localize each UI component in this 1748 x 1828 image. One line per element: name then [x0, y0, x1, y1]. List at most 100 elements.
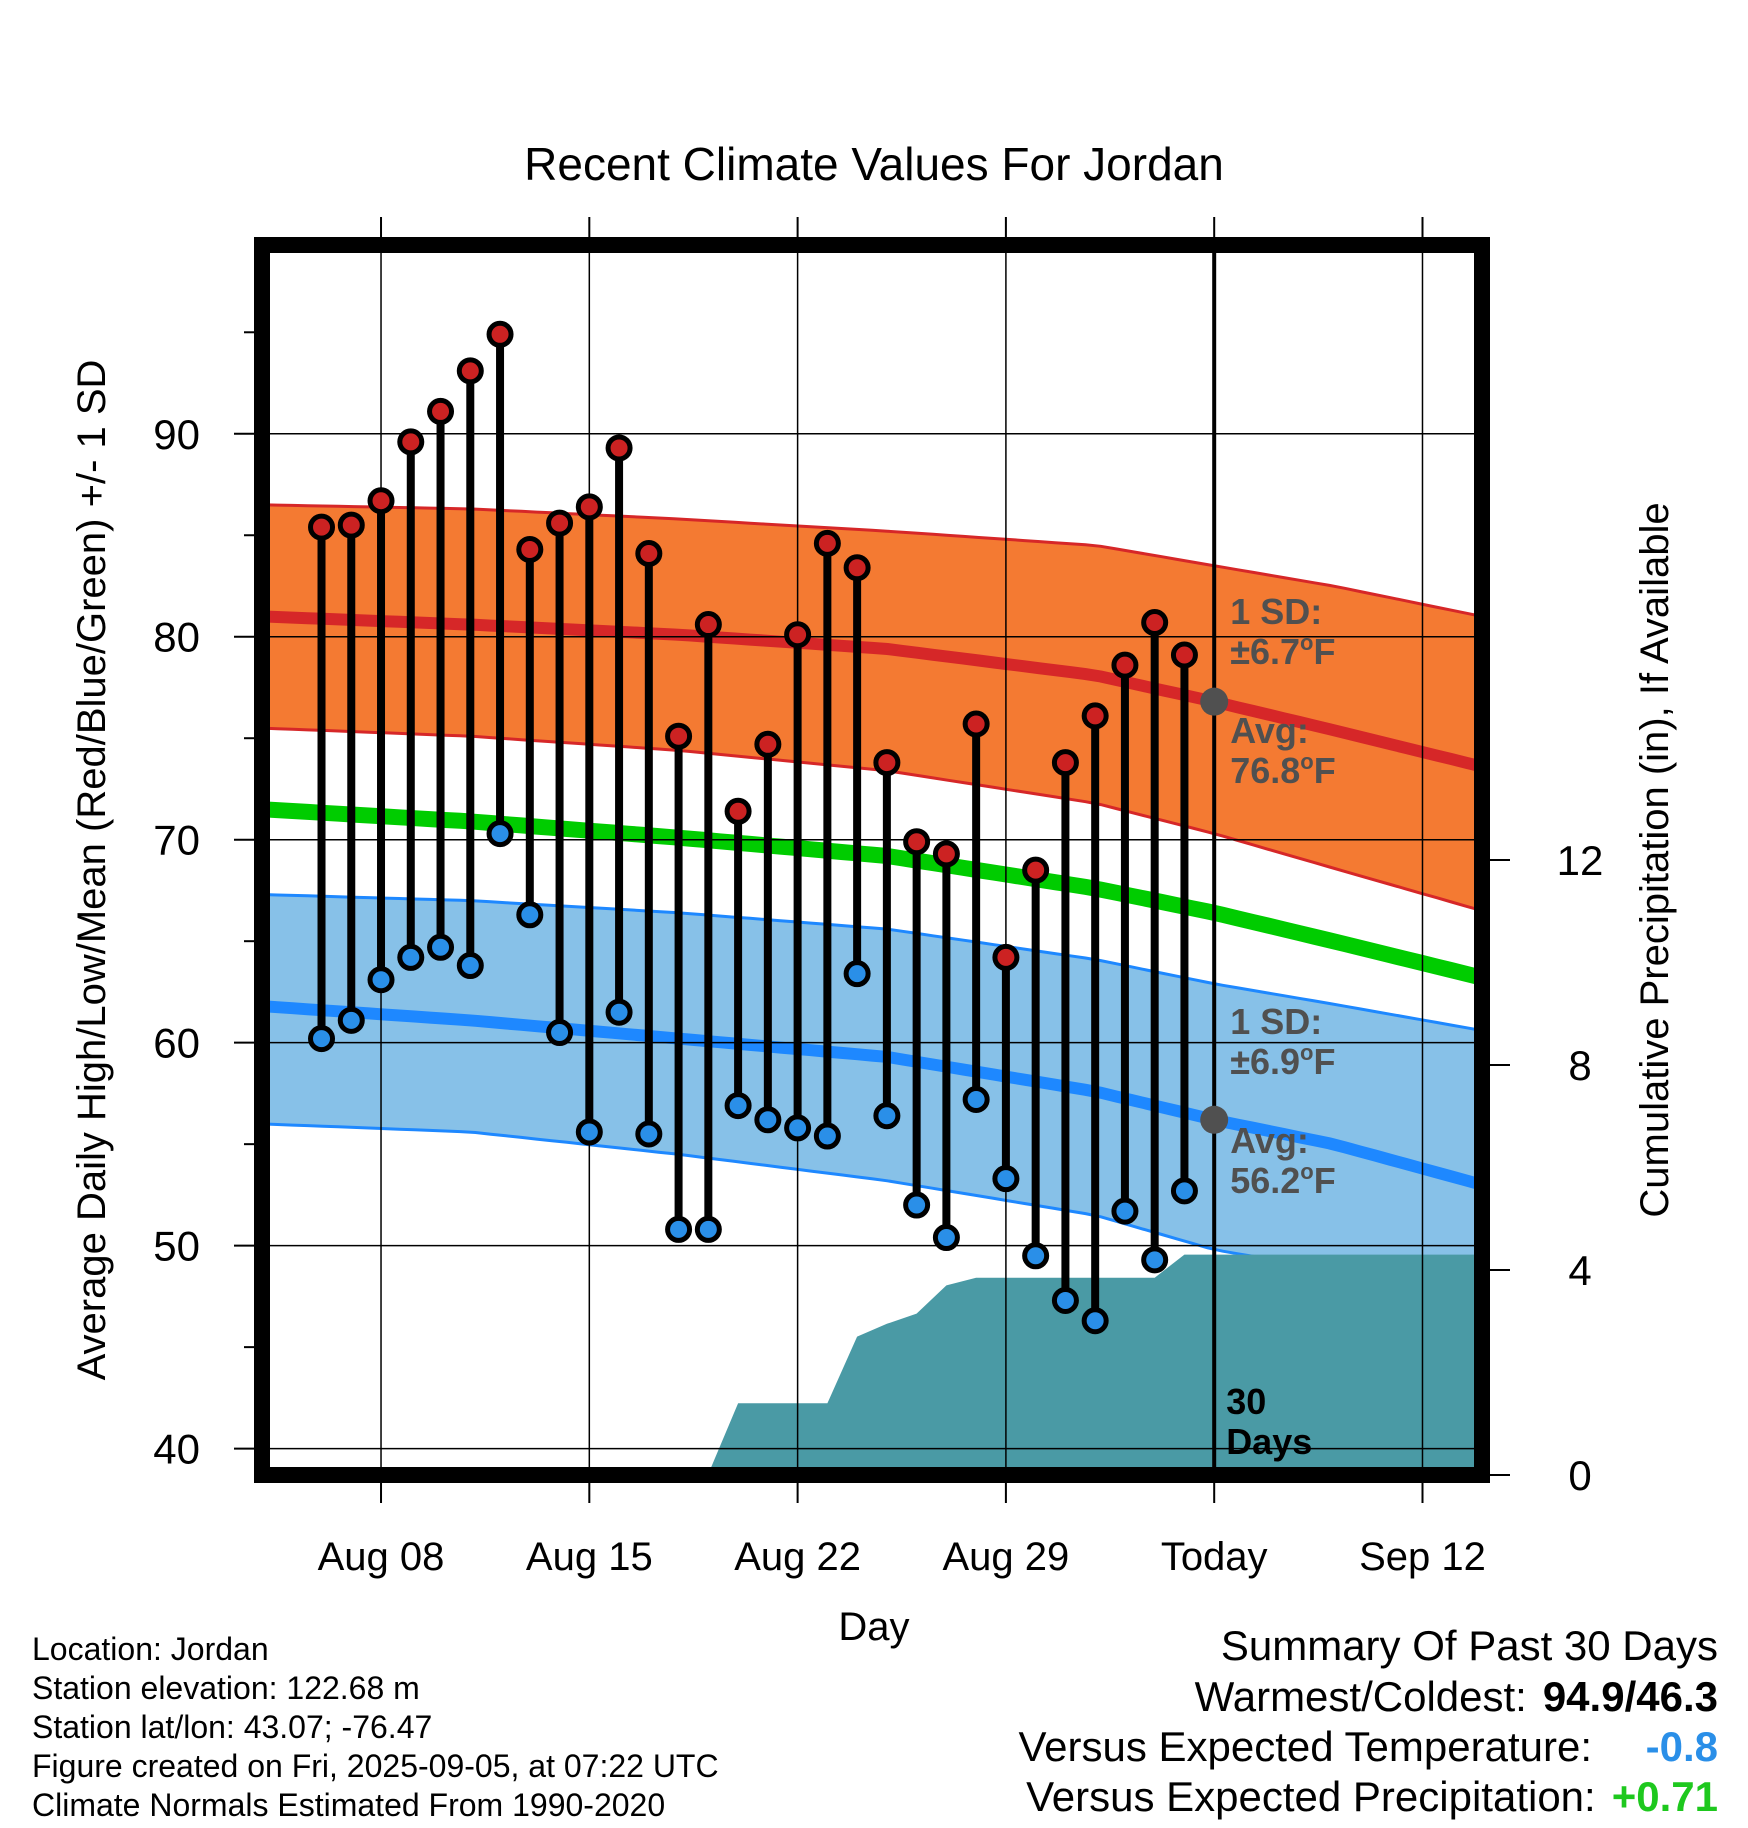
obs-high-point: [308, 513, 336, 541]
summary-warm-cold-label: Warmest/Coldest:: [1194, 1673, 1527, 1720]
obs-low-point: [1022, 1242, 1050, 1270]
today-low-avg-marker: [1200, 1105, 1229, 1134]
today-high-avg-marker: [1200, 687, 1229, 716]
y2-tick-label: 8: [1568, 1042, 1591, 1089]
low-avg-annotation: Avg:56.2oF: [1230, 1120, 1336, 1201]
high-sd-annotation-value: ±6.7oF: [1230, 630, 1335, 672]
obs-low-point: [1051, 1286, 1079, 1314]
info-location: Location: Jordan: [32, 1631, 269, 1667]
high-normal-band: [262, 504, 1482, 911]
obs-high-point: [1170, 641, 1198, 669]
obs-high-point: [635, 540, 663, 568]
y2-tick-label: 4: [1568, 1247, 1591, 1294]
high-avg-annotation-number: 76.8: [1230, 750, 1300, 791]
obs-high-point: [367, 487, 395, 515]
info-created: Figure created on Fri, 2025-09-05, at 07…: [32, 1748, 719, 1784]
obs-low-point: [724, 1092, 752, 1120]
obs-low-point: [873, 1102, 901, 1130]
low-avg-annotation-unit: F: [1314, 1160, 1336, 1201]
obs-low-point: [635, 1120, 663, 1148]
low-normal-line: [262, 1000, 1482, 1191]
high-avg-annotation: Avg:76.8oF: [1230, 710, 1336, 791]
high-band-upper-edge: [262, 503, 1482, 618]
high-avg-annotation-label: Avg:: [1230, 710, 1309, 751]
x-tick-label: Aug 08: [318, 1535, 445, 1579]
x-tick-label: Aug 22: [734, 1535, 861, 1579]
y-tick-label: 50: [153, 1223, 200, 1270]
obs-high-point: [1081, 702, 1109, 730]
obs-high-point: [456, 357, 484, 385]
low-avg-annotation-value: 56.2oF: [1230, 1159, 1336, 1201]
info-elevation: Station elevation: 122.68 m: [32, 1670, 420, 1706]
obs-low-point: [932, 1224, 960, 1252]
x-tick-label: Sep 12: [1359, 1535, 1486, 1579]
low-sd-annotation: 1 SD:±6.9oF: [1230, 1001, 1335, 1082]
obs-high-point: [843, 554, 871, 582]
obs-low-point: [427, 933, 455, 961]
summary-temp-label: Versus Expected Temperature:: [1018, 1723, 1592, 1770]
obs-low-point: [962, 1086, 990, 1114]
high-sd-annotation: 1 SD:±6.7oF: [1230, 591, 1335, 672]
obs-high-point: [1111, 651, 1139, 679]
summary-warm-cold-value: 94.9/46.3: [1542, 1673, 1718, 1720]
obs-high-point: [575, 493, 603, 521]
obs-low-point: [903, 1191, 931, 1219]
axes: Aug 08 Aug 15 Aug 22 Aug 29 Today Sep 1240506…: [153, 217, 1603, 1579]
high-avg-annotation-value: 76.8oF: [1230, 749, 1336, 791]
summary-precip-label: Versus Expected Precipitation:: [1026, 1773, 1596, 1820]
x-tick-label: Today: [1161, 1535, 1268, 1579]
obs-high-point: [724, 797, 752, 825]
summary-temp-value: -0.8: [1645, 1723, 1718, 1770]
obs-high-point: [605, 434, 633, 462]
obs-low-point: [754, 1106, 782, 1134]
low-normal-band: [262, 894, 1482, 1307]
obs-high-point: [962, 710, 990, 738]
obs-high-point: [427, 397, 455, 425]
obs-high-point: [397, 428, 425, 456]
high-avg-annotation-degree: o: [1300, 749, 1313, 774]
high-sd-annotation-label: 1 SD:: [1230, 591, 1322, 632]
y-tick-label: 70: [153, 817, 200, 864]
info-latlon: Station lat/lon: 43.07; -76.47: [32, 1709, 433, 1745]
obs-low-point: [605, 998, 633, 1026]
high-sd-annotation-unit: F: [1313, 631, 1335, 672]
station-info: Location: Jordan Station elevation: 122.…: [32, 1630, 719, 1825]
obs-high-point: [1141, 609, 1169, 637]
low-avg-annotation-number: 56.2: [1230, 1160, 1300, 1201]
window-label-number: 30: [1226, 1381, 1266, 1422]
obs-high-point: [665, 722, 693, 750]
obs-low-point: [1111, 1197, 1139, 1225]
obs-low-point: [694, 1215, 722, 1243]
high-band-lower-edge: [262, 726, 1482, 913]
y-tick-label: 90: [153, 411, 200, 458]
plot-frame: [254, 237, 1490, 1483]
summary-title: Summary Of Past 30 Days: [1220, 1622, 1718, 1669]
obs-high-point: [1022, 856, 1050, 884]
y-axis-label: Average Daily High/Low/Mean (Red/Blue/Gr…: [70, 360, 114, 1381]
obs-low-point: [516, 901, 544, 929]
high-avg-annotation-unit: F: [1314, 750, 1336, 791]
high-sd-annotation-number: ±6.7: [1230, 631, 1300, 672]
obs-low-point: [397, 943, 425, 971]
obs-low-point: [546, 1019, 574, 1047]
obs-low-point: [486, 820, 514, 848]
chart-title: Recent Climate Values For Jordan: [524, 138, 1224, 190]
summary-precip-value: +0.71: [1611, 1773, 1718, 1820]
low-sd-annotation-degree: o: [1300, 1040, 1313, 1065]
obs-low-point: [456, 952, 484, 980]
obs-low-point: [843, 960, 871, 988]
obs-low-point: [992, 1165, 1020, 1193]
low-avg-annotation-label: Avg:: [1230, 1120, 1309, 1161]
obs-low-point: [308, 1025, 336, 1053]
obs-low-point: [784, 1114, 812, 1142]
x-tick-label: Aug 29: [943, 1535, 1070, 1579]
obs-high-point: [1051, 749, 1079, 777]
y-tick-label: 60: [153, 1020, 200, 1067]
obs-low-point: [1081, 1307, 1109, 1335]
summary-temp: Versus Expected Temperature: -0.8: [1018, 1723, 1718, 1771]
obs-low-point: [1141, 1246, 1169, 1274]
low-sd-annotation-number: ±6.9: [1230, 1041, 1300, 1082]
summary-warm-cold: Warmest/Coldest: 94.9/46.3: [1195, 1673, 1718, 1721]
